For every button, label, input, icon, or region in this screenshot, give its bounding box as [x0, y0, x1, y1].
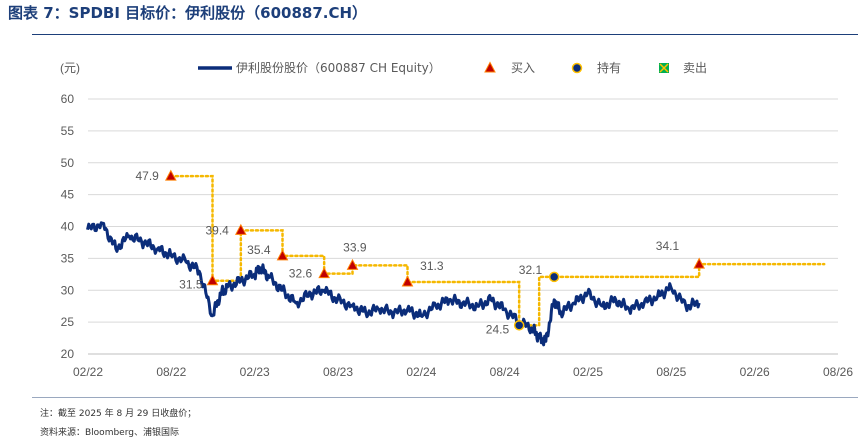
y-tick-label: 25: [61, 315, 75, 329]
footer-rule: [32, 397, 858, 398]
target-label: 39.4: [205, 223, 229, 237]
x-tick-label: 08/22: [156, 365, 186, 379]
buy-marker: [235, 223, 247, 235]
legend-label-price: 伊利股份股价（600887 CH Equity）: [236, 61, 441, 75]
target-label: 47.9: [135, 169, 159, 183]
target-label: 32.1: [519, 263, 543, 277]
x-tick-label: 08/25: [656, 365, 686, 379]
legend-swatch-hold: [571, 62, 583, 74]
buy-marker: [693, 257, 705, 269]
x-tick-label: 02/24: [406, 365, 436, 379]
target-label: 31.5: [179, 278, 203, 292]
target-label: 33.9: [343, 240, 367, 254]
target-label: 35.4: [247, 243, 271, 257]
x-tick-label: 08/23: [323, 365, 353, 379]
x-tick-label: 02/25: [573, 365, 603, 379]
target-label: 31.3: [420, 259, 444, 273]
source-note: 资料来源：Bloomberg、浦银国际: [40, 428, 179, 438]
figure-title: 图表 7：SPDBI 目标价：伊利股份（600887.CH）: [8, 4, 368, 22]
x-tick-label: 02/26: [740, 365, 770, 379]
target-label: 34.1: [656, 239, 680, 253]
buy-marker: [346, 258, 359, 270]
target-labels: 47.9 31.5 39.4 35.4 32.6 33.9 31.3 24.5 32.1 34.1: [135, 169, 679, 336]
target-label: 32.6: [289, 267, 313, 281]
y-tick-label: 55: [61, 124, 75, 138]
x-axis-ticks: 02/22 08/22 02/23 08/23 02/24 08/24 02/25 08/25…: [73, 365, 853, 379]
buy-marker: [276, 249, 289, 261]
legend-swatch-sell-cross: [659, 63, 669, 73]
title-rule: [32, 34, 858, 35]
target-label: 24.5: [486, 322, 510, 336]
price-line: [86, 221, 701, 347]
y-tick-label: 30: [61, 283, 75, 297]
legend-label-hold: 持有: [597, 60, 621, 75]
buy-marker: [206, 274, 219, 286]
legend: 伊利股份股价（600887 CH Equity） 买入 持有 卖出: [198, 60, 707, 75]
legend-label-sell: 卖出: [683, 61, 707, 75]
buy-marker: [318, 267, 330, 279]
price-series: [86, 221, 701, 347]
rating-markers: [165, 169, 705, 331]
buy-marker: [165, 169, 177, 181]
y-tick-label: 35: [61, 251, 75, 265]
x-tick-label: 08/24: [490, 365, 520, 379]
y-tick-label: 50: [61, 156, 75, 170]
buy-marker: [401, 275, 414, 287]
y-axis-label: (元): [60, 61, 80, 75]
x-tick-label: 02/23: [240, 365, 270, 379]
x-tick-label: 02/22: [73, 365, 103, 379]
y-tick-label: 40: [61, 220, 75, 234]
x-tick-label: 08/26: [823, 365, 853, 379]
y-tick-label: 45: [61, 188, 75, 202]
y-tick-label: 20: [61, 347, 75, 361]
legend-label-buy: 买入: [511, 61, 535, 75]
y-axis-ticks: 20 25 30 35 40 45 50 55 60: [61, 92, 75, 361]
hold-marker: [548, 271, 560, 283]
hold-marker: [513, 320, 525, 331]
grid-lines: [88, 98, 838, 355]
legend-swatch-buy: [484, 61, 496, 73]
y-tick-label: 60: [61, 92, 75, 106]
footnote: 注：截至 2025 年 8 月 29 日收盘价；: [40, 409, 197, 419]
